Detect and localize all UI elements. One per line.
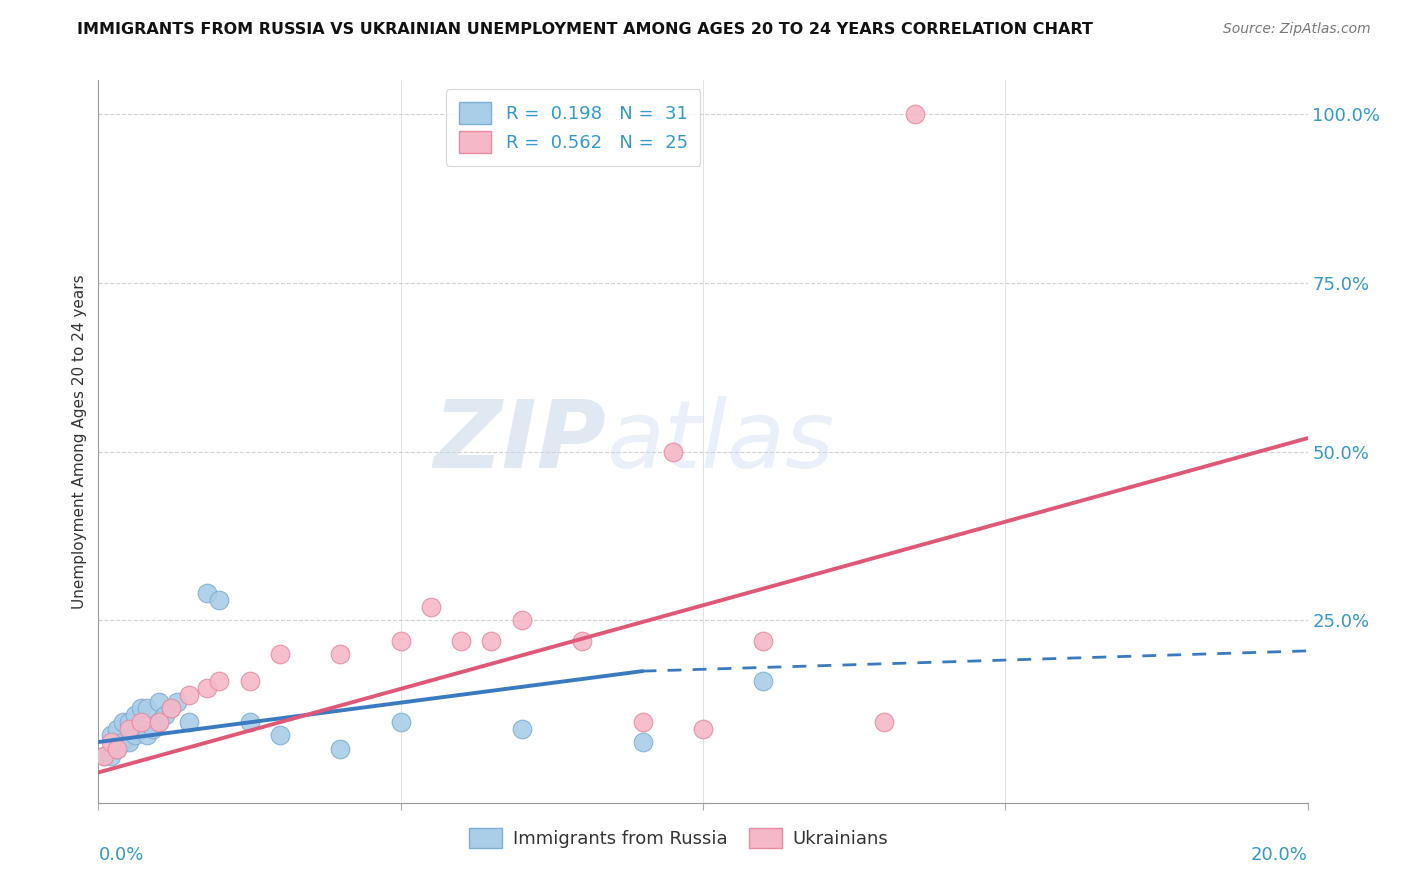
Point <box>118 722 141 736</box>
Text: 20.0%: 20.0% <box>1251 847 1308 864</box>
Point <box>129 714 152 729</box>
Point <box>631 714 654 729</box>
Text: IMMIGRANTS FROM RUSSIA VS UKRAINIAN UNEMPLOYMENT AMONG AGES 20 TO 24 YEARS CORRE: IMMIGRANTS FROM RUSSIA VS UKRAINIAN UNEM… <box>77 22 1094 37</box>
Point <box>269 647 291 661</box>
Point <box>179 714 201 729</box>
Point <box>100 728 122 742</box>
Point <box>329 647 352 661</box>
Point <box>239 674 262 689</box>
Point <box>148 714 170 729</box>
Point <box>129 722 152 736</box>
Text: 0.0%: 0.0% <box>98 847 143 864</box>
Point <box>148 714 170 729</box>
Point <box>208 674 231 689</box>
Point <box>105 741 128 756</box>
Point <box>100 748 122 763</box>
Point <box>105 722 128 736</box>
Point <box>752 674 775 689</box>
Point <box>160 701 183 715</box>
Point <box>135 728 157 742</box>
Point <box>166 694 188 708</box>
Text: atlas: atlas <box>606 396 835 487</box>
Text: ZIP: ZIP <box>433 395 606 488</box>
Point <box>124 708 146 723</box>
Point <box>93 748 115 763</box>
Point <box>389 633 412 648</box>
Point <box>450 633 472 648</box>
Point <box>118 735 141 749</box>
Point <box>752 633 775 648</box>
Point <box>389 714 412 729</box>
Point <box>692 722 714 736</box>
Point <box>481 633 503 648</box>
Point <box>124 728 146 742</box>
Point <box>208 593 231 607</box>
Point <box>631 735 654 749</box>
Point <box>105 741 128 756</box>
Point <box>135 701 157 715</box>
Point <box>195 681 218 695</box>
Point <box>873 714 896 729</box>
Point <box>129 701 152 715</box>
Y-axis label: Unemployment Among Ages 20 to 24 years: Unemployment Among Ages 20 to 24 years <box>72 274 87 609</box>
Text: Source: ZipAtlas.com: Source: ZipAtlas.com <box>1223 22 1371 37</box>
Point <box>571 633 593 648</box>
Point <box>118 714 141 729</box>
Legend: Immigrants from Russia, Ukrainians: Immigrants from Russia, Ukrainians <box>463 821 896 855</box>
Point <box>160 701 183 715</box>
Point <box>111 714 134 729</box>
Point <box>100 735 122 749</box>
Point <box>420 599 443 614</box>
Point <box>93 748 115 763</box>
Point <box>904 107 927 121</box>
Point <box>510 614 533 628</box>
Point <box>142 722 165 736</box>
Point <box>195 586 218 600</box>
Point <box>153 708 176 723</box>
Point <box>148 694 170 708</box>
Point <box>111 735 134 749</box>
Point <box>661 444 683 458</box>
Point <box>179 688 201 702</box>
Point <box>510 722 533 736</box>
Point <box>269 728 291 742</box>
Point <box>239 714 262 729</box>
Point <box>329 741 352 756</box>
